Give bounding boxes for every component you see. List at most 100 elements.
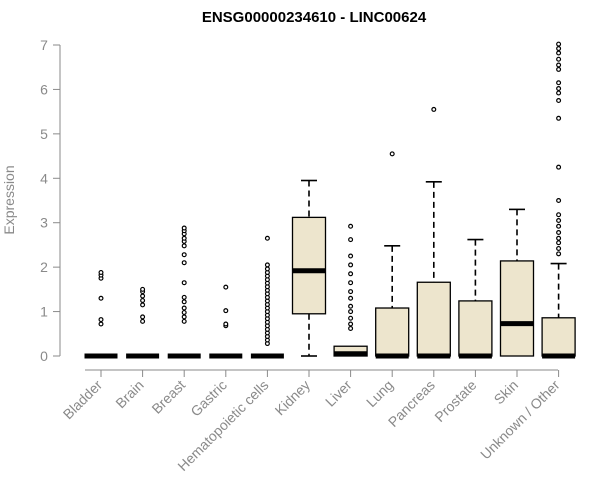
outlier-point [556, 235, 562, 241]
y-tick-label: 2 [40, 259, 48, 275]
outlier-point [348, 303, 354, 309]
y-tick-label: 0 [40, 348, 48, 364]
outlier-point [181, 318, 187, 324]
outlier-point [181, 305, 187, 311]
box-group [84, 269, 118, 359]
outlier-point [223, 308, 229, 314]
outlier-point [348, 315, 354, 321]
outlier-point [556, 90, 562, 96]
outlier-point [556, 46, 562, 52]
outlier-point [98, 295, 104, 301]
box-group [291, 179, 327, 357]
outlier-point [556, 86, 562, 92]
box-body [291, 216, 327, 315]
box-body [541, 317, 576, 357]
box-group [416, 106, 451, 359]
box-group [541, 41, 576, 359]
box-group [250, 235, 284, 359]
box-group [126, 286, 160, 359]
outlier-point [431, 106, 437, 112]
y-axis-ticks: 0 1 2 3 4 5 6 7 [40, 37, 60, 364]
box-group [499, 208, 535, 357]
outlier-point [140, 297, 146, 303]
outlier-point [556, 62, 562, 68]
outlier-point [556, 98, 562, 104]
box-group [333, 223, 368, 357]
x-tick-label: Skin [491, 377, 522, 408]
outlier-point [556, 223, 562, 229]
x-tick-label: Bladder [60, 377, 106, 423]
outlier-point [98, 317, 104, 323]
box-group [458, 238, 493, 359]
outlier-point [348, 253, 354, 259]
outlier-point [348, 325, 354, 331]
x-tick-label: Breast [148, 377, 188, 417]
outlier-point [348, 321, 354, 327]
y-tick-label: 5 [40, 126, 48, 142]
outlier-point [556, 240, 562, 246]
x-tick-label: Unknown / Other [477, 377, 563, 463]
outlier-point [264, 266, 270, 272]
box-body [458, 300, 493, 357]
box-body [375, 307, 410, 357]
outlier-point [140, 302, 146, 308]
outlier-point [223, 321, 229, 327]
outlier-point [556, 41, 562, 47]
outlier-point [181, 294, 187, 300]
outlier-point [140, 286, 146, 292]
y-axis-label: Expression [1, 165, 17, 234]
outlier-point [556, 56, 562, 62]
box-group [167, 225, 201, 359]
box-body [499, 260, 535, 357]
outlier-point [181, 252, 187, 258]
y-tick-label: 3 [40, 215, 48, 231]
outlier-point [556, 229, 562, 235]
outlier-point [98, 269, 104, 275]
outlier-point [181, 243, 187, 249]
outlier-point [348, 295, 354, 301]
y-tick-label: 7 [40, 37, 48, 53]
outlier-point [181, 280, 187, 286]
y-tick-label: 4 [40, 170, 48, 186]
outlier-point [348, 262, 354, 268]
outlier-point [556, 164, 562, 170]
box-series [84, 41, 576, 359]
outlier-point [556, 115, 562, 121]
outlier-point [348, 280, 354, 286]
y-tick-label: 1 [40, 304, 48, 320]
y-tick-label: 6 [40, 81, 48, 97]
outlier-point [556, 66, 562, 72]
outlier-point [556, 50, 562, 56]
outlier-point [556, 245, 562, 251]
outlier-point [348, 289, 354, 295]
outlier-point [348, 223, 354, 229]
outlier-point [181, 309, 187, 315]
chart-title: ENSG00000234610 - LINC00624 [202, 9, 427, 26]
outlier-point [181, 314, 187, 320]
x-tick-label: Lung [363, 377, 396, 410]
outlier-point [181, 260, 187, 266]
outlier-point [556, 217, 562, 223]
outlier-point [140, 314, 146, 320]
box-group [375, 151, 410, 359]
outlier-point [264, 262, 270, 268]
outlier-point [556, 251, 562, 257]
outlier-point [556, 212, 562, 218]
box-body [416, 281, 451, 357]
outlier-point [556, 80, 562, 86]
x-tick-label: Liver [322, 377, 355, 410]
outlier-point [181, 235, 187, 241]
outlier-point [348, 237, 354, 243]
outlier-point [98, 321, 104, 327]
outlier-point [389, 151, 395, 157]
box-group [209, 284, 243, 359]
outlier-point [181, 299, 187, 305]
x-tick-label: Prostate [431, 377, 479, 425]
outlier-point [556, 198, 562, 204]
outlier-point [348, 271, 354, 277]
outlier-point [140, 318, 146, 324]
outlier-point [181, 225, 187, 231]
